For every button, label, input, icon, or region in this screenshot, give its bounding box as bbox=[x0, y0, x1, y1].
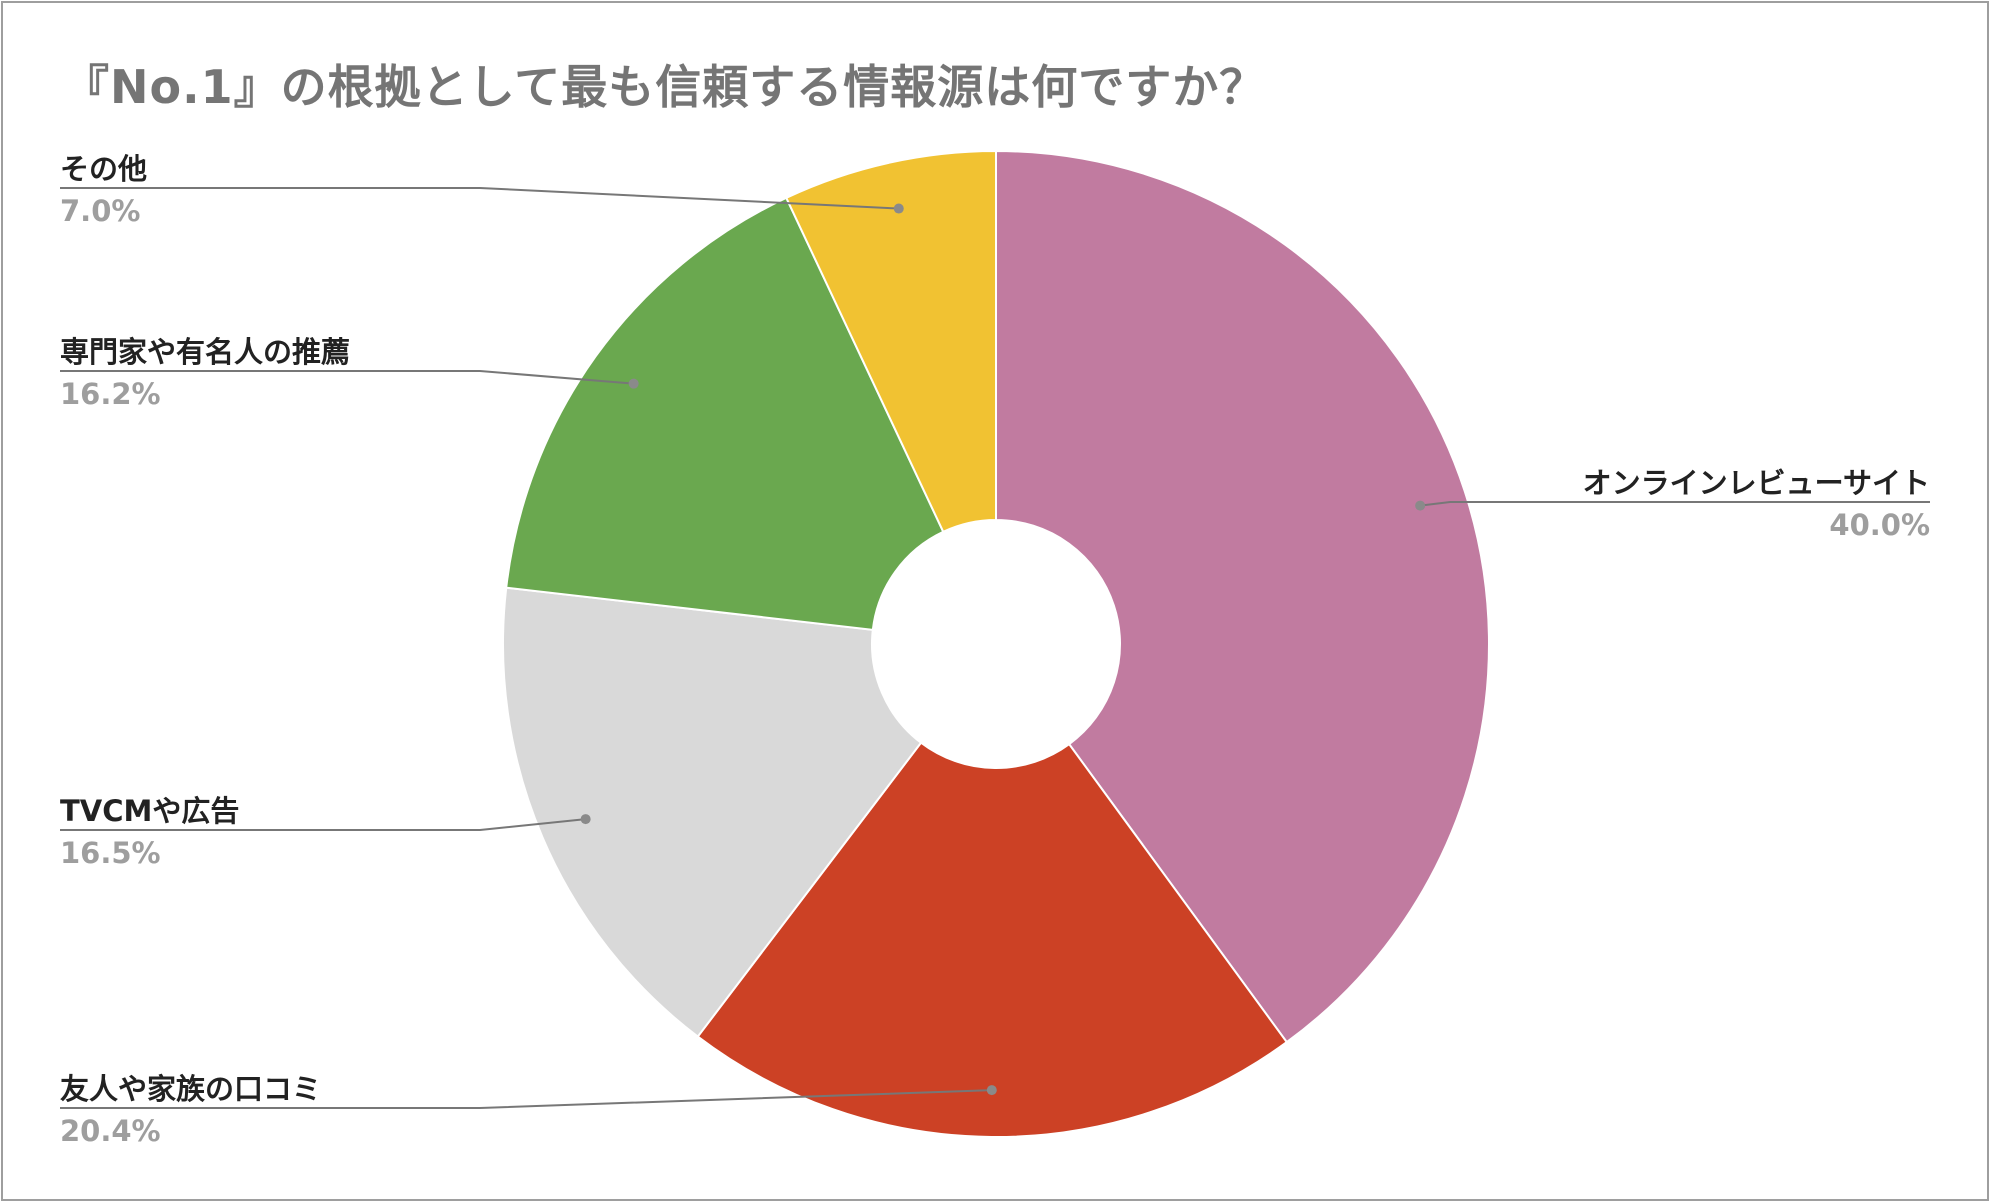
slice-value-1: 40.0% bbox=[1829, 508, 1930, 542]
slices-layer bbox=[502, 149, 1491, 1138]
leader-dot-4 bbox=[628, 378, 639, 389]
leader-line-3 bbox=[60, 818, 586, 831]
slice-label-1: オンラインレビューサイト bbox=[1583, 466, 1930, 500]
leader-line-1 bbox=[1420, 501, 1930, 507]
slice-3 bbox=[502, 586, 923, 1038]
slice-1 bbox=[995, 149, 1491, 1044]
slice-4 bbox=[505, 196, 945, 631]
slice-label-3: TVCMや広告 bbox=[60, 794, 239, 828]
leader-line-2 bbox=[60, 1089, 992, 1109]
leader-dot-3 bbox=[580, 814, 591, 825]
slice-label-2: 友人や家族の口コミ bbox=[60, 1072, 321, 1106]
labels-layer: オンラインレビューサイト 40.0% 友人や家族の口コミ 20.4% TVCMや広告 16… bbox=[60, 152, 1930, 1148]
slice-value-5: 7.0% bbox=[60, 194, 140, 228]
leader-line-4 bbox=[60, 370, 634, 385]
chart-title: 『No.1』の根拠として最も信頼する情報源は何ですか？ bbox=[63, 60, 1267, 114]
slice-2 bbox=[696, 741, 1289, 1138]
leader-dot-1 bbox=[1415, 500, 1426, 511]
slice-value-3: 16.5% bbox=[60, 836, 161, 870]
slice-value-2: 20.4% bbox=[60, 1114, 161, 1148]
leader-dot-2 bbox=[986, 1085, 997, 1096]
slice-label-4: 専門家や有名人の推薦 bbox=[60, 335, 350, 369]
slice-value-4: 16.2% bbox=[60, 377, 161, 411]
slice-label-5: その他 bbox=[60, 152, 147, 186]
leader-dot-5 bbox=[893, 203, 904, 214]
leader-line-5 bbox=[60, 187, 899, 210]
slice-5 bbox=[784, 149, 997, 534]
